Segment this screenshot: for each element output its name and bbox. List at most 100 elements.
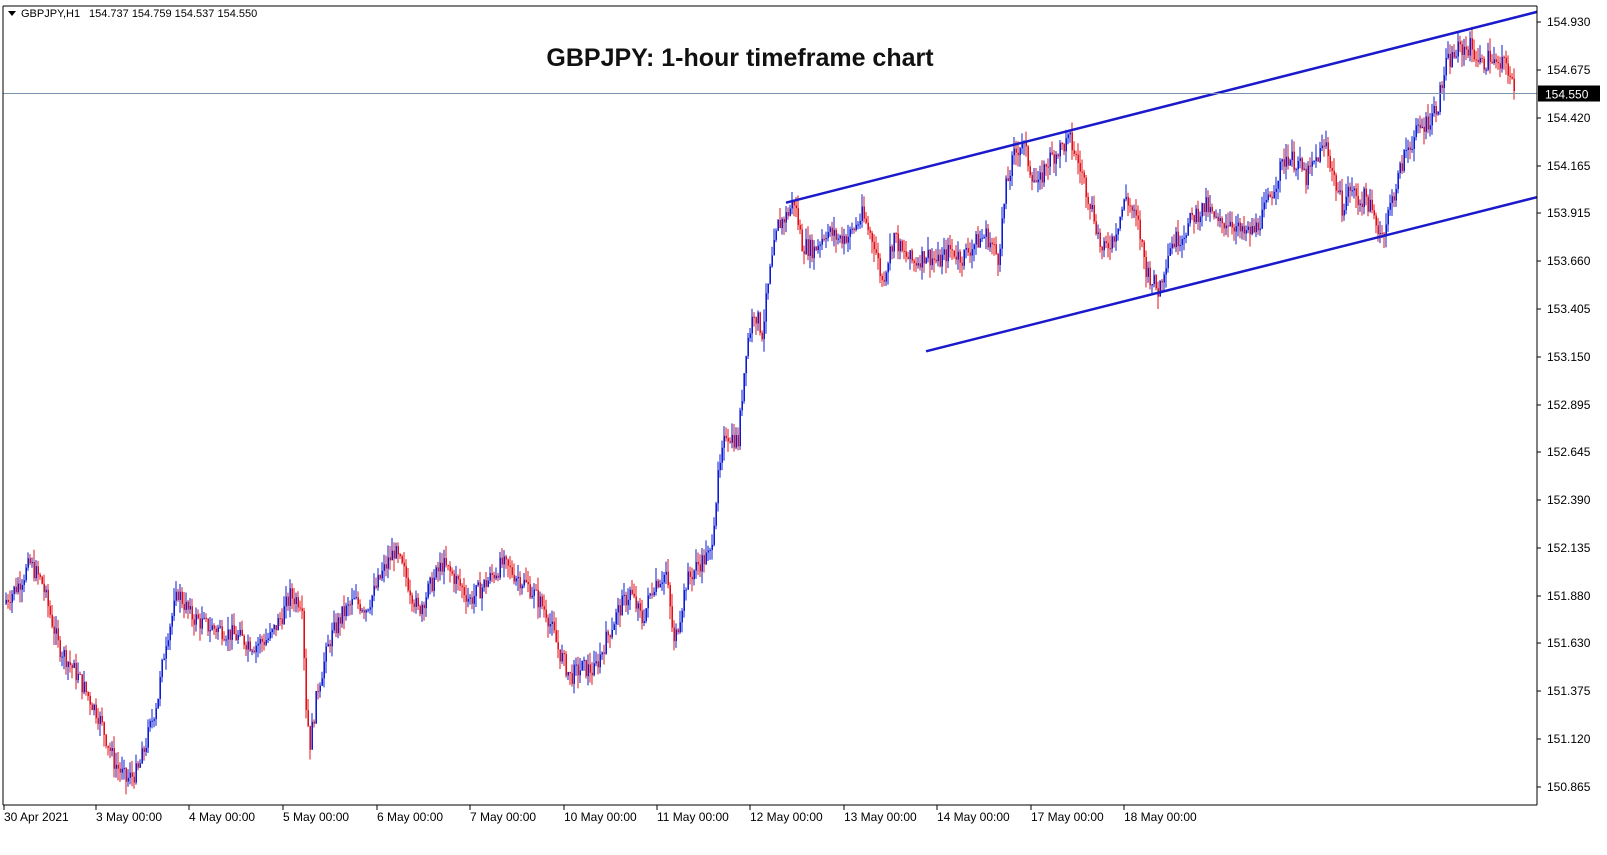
bearish-candle (961, 262, 963, 266)
price-axis-label: 152.390 (1547, 493, 1591, 507)
bullish-candle (1457, 41, 1459, 57)
bearish-candle (1081, 171, 1083, 173)
bullish-candle (1209, 207, 1211, 213)
bearish-candle (783, 219, 785, 223)
bearish-candle (639, 603, 641, 611)
bearish-candle (949, 244, 951, 250)
bullish-candle (371, 595, 373, 608)
bearish-candle (1207, 197, 1209, 213)
bearish-candle (519, 576, 521, 589)
bullish-candle (255, 645, 257, 653)
bearish-candle (107, 745, 109, 748)
bearish-candle (703, 555, 705, 565)
bearish-candle (1127, 196, 1129, 206)
bearish-candle (335, 622, 337, 634)
bullish-candle (827, 232, 829, 239)
time-axis[interactable]: 30 Apr 2021 3 May 00:00 4 May 00:00 5 May 0… (3, 805, 1197, 824)
bearish-candle (1149, 267, 1151, 286)
bullish-candle (705, 552, 707, 565)
bearish-candle (1197, 208, 1199, 222)
bullish-candle (909, 250, 911, 260)
bullish-candle (1403, 150, 1405, 171)
bullish-candle (1479, 58, 1481, 63)
bullish-candle (927, 249, 929, 259)
bullish-candle (771, 255, 773, 267)
bullish-candle (821, 238, 823, 245)
bearish-candle (105, 734, 107, 746)
bearish-candle (633, 593, 635, 597)
price-axis-label: 154.675 (1547, 63, 1591, 77)
bullish-candle (443, 558, 445, 572)
bullish-candle (1111, 236, 1113, 249)
bearish-candle (761, 332, 763, 340)
bearish-candle (881, 276, 883, 280)
bullish-candle (1175, 231, 1177, 248)
bearish-candle (397, 546, 399, 555)
bullish-candle (1405, 150, 1407, 152)
bullish-candle (377, 575, 379, 588)
trendlines-layer (785, 10, 1538, 353)
bullish-candle (1013, 148, 1015, 156)
bearish-candle (945, 249, 947, 262)
bullish-candle (1291, 151, 1293, 161)
time-axis-label: 11 May 00:00 (657, 810, 729, 824)
bullish-candle (1407, 147, 1409, 151)
bearish-candle (1327, 142, 1329, 156)
bullish-candle (1245, 230, 1247, 234)
bearish-candle (1191, 212, 1193, 216)
bearish-candle (1227, 225, 1229, 227)
bearish-candle (997, 253, 999, 265)
bearish-candle (555, 630, 557, 643)
bullish-candle (647, 595, 649, 609)
price-axis[interactable]: 154.930 154.675 154.420 154.165 153.915 153.6… (1537, 15, 1600, 794)
bullish-candle (55, 628, 57, 634)
bullish-candle (975, 234, 977, 245)
bullish-candle (1237, 222, 1239, 227)
price-axis-label: 151.630 (1547, 636, 1591, 650)
bearish-candle (1129, 205, 1131, 207)
bullish-candle (1259, 228, 1261, 231)
bearish-candle (447, 565, 449, 567)
bearish-candle (513, 575, 515, 582)
bearish-candle (253, 650, 255, 653)
bearish-candle (1071, 132, 1073, 151)
bearish-candle (497, 575, 499, 578)
bearish-candle (47, 589, 49, 607)
bullish-candle (495, 575, 497, 579)
bullish-candle (747, 337, 749, 357)
bullish-candle (1151, 284, 1153, 286)
bullish-candle (1159, 280, 1161, 297)
bearish-candle (1113, 236, 1115, 242)
bearish-candle (863, 206, 865, 219)
bullish-candle (63, 650, 65, 657)
bearish-candle (1323, 145, 1325, 147)
bullish-candle (581, 660, 583, 671)
bullish-candle (179, 591, 181, 601)
bullish-candle (325, 646, 327, 662)
bullish-candle (469, 597, 471, 599)
bearish-candle (1107, 243, 1109, 249)
bullish-candle (151, 720, 153, 722)
bullish-candle (1443, 75, 1445, 89)
bearish-candle (423, 604, 425, 609)
time-axis-label: 5 May 00:00 (283, 810, 349, 824)
bullish-candle (715, 503, 717, 526)
bullish-candle (1313, 160, 1315, 162)
bearish-candle (1309, 165, 1311, 167)
price-axis-label: 152.645 (1547, 445, 1591, 459)
bullish-candle (1247, 226, 1249, 231)
bearish-candle (1401, 163, 1403, 171)
bullish-candle (825, 238, 827, 240)
bearish-candle (1427, 116, 1429, 130)
bearish-candle (729, 441, 731, 443)
bearish-candle (569, 672, 571, 674)
bullish-candle (1279, 161, 1281, 181)
bullish-candle (115, 764, 117, 769)
bearish-candle (445, 558, 447, 566)
bullish-candle (1411, 148, 1413, 150)
bullish-candle (195, 614, 197, 625)
bullish-candle (1325, 142, 1327, 147)
bullish-candle (735, 435, 737, 448)
bearish-candle (929, 249, 931, 266)
symbol-menu-triangle-icon[interactable] (8, 11, 16, 16)
